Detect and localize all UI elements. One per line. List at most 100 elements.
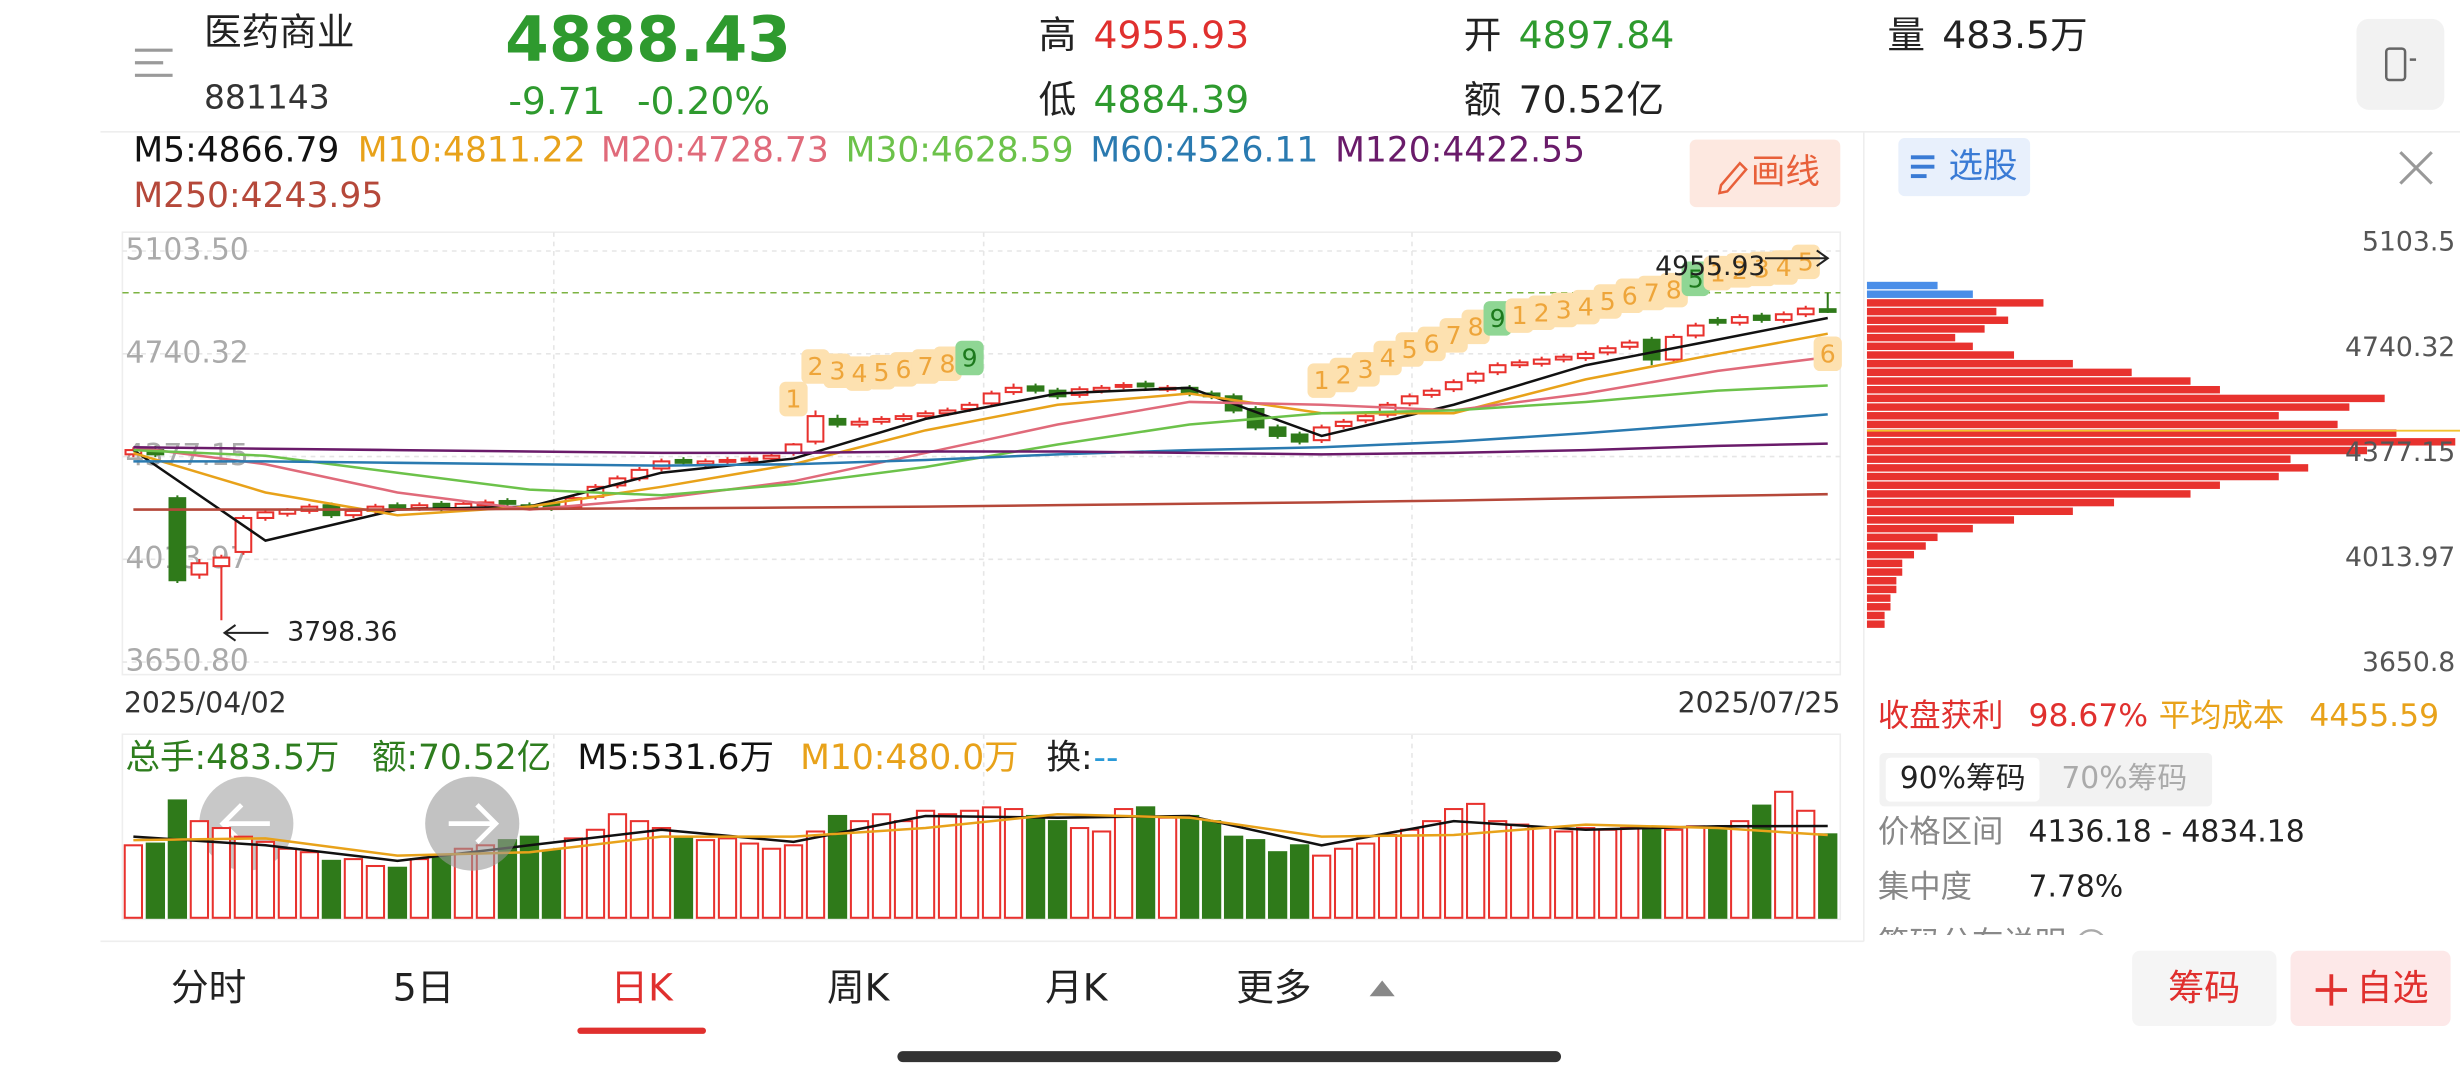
chip-tab[interactable]: 90%筹码 bbox=[1885, 757, 2040, 802]
sequence-label: 5 bbox=[874, 358, 890, 387]
candle-body bbox=[1466, 372, 1485, 382]
volume-bar bbox=[387, 866, 408, 919]
candle-body bbox=[1422, 389, 1441, 396]
sequence-badge bbox=[1681, 261, 1710, 297]
draw-line-button[interactable]: 画线 bbox=[1689, 139, 1841, 208]
stat-label: 高 bbox=[1039, 13, 1077, 57]
candle-body bbox=[960, 403, 979, 411]
period-tab[interactable]: 周K bbox=[827, 965, 891, 1009]
chips-button[interactable]: 筹码 bbox=[2132, 950, 2277, 1027]
sequence-badge bbox=[1461, 309, 1490, 345]
low-price-label: 3798.36 bbox=[287, 616, 397, 647]
volume-bar bbox=[1333, 847, 1354, 919]
info-value: 98.67% bbox=[2029, 698, 2149, 734]
candle-body bbox=[696, 460, 715, 466]
sequence-badge bbox=[911, 349, 940, 384]
chip-bar bbox=[1866, 281, 1938, 290]
stock-code: 881143 bbox=[204, 77, 330, 116]
volume-bar bbox=[255, 840, 276, 919]
candle-body bbox=[1136, 382, 1155, 388]
volume-legend: 额:70.52亿 bbox=[372, 738, 551, 778]
y-tick-label: 3650.8 bbox=[2362, 647, 2455, 678]
stat-value: 70.52亿 bbox=[1519, 77, 1664, 121]
stat-value: 483.5万 bbox=[1942, 13, 2087, 57]
moving-average-line bbox=[133, 413, 1828, 467]
sequence-label: 9 bbox=[962, 344, 978, 373]
volume-average-line bbox=[133, 812, 1828, 857]
chip-tab[interactable]: 70%筹码 bbox=[2061, 761, 2187, 796]
stat-label: 低 bbox=[1039, 77, 1077, 121]
volume-bar bbox=[585, 828, 606, 919]
candle-body bbox=[894, 415, 913, 420]
device-button[interactable] bbox=[2356, 18, 2445, 110]
moving-average-line bbox=[133, 355, 1828, 511]
volume-average-line bbox=[133, 814, 1828, 863]
period-tab[interactable]: 日K bbox=[611, 965, 675, 1009]
sequence-badge bbox=[1527, 295, 1556, 331]
candle-body bbox=[1290, 433, 1309, 443]
volume-bar bbox=[1003, 808, 1024, 919]
sequence-label: 4 bbox=[1578, 293, 1594, 322]
sequence-badge bbox=[1571, 289, 1600, 325]
candle-body bbox=[1796, 307, 1815, 316]
x-tick-label: 2025/07/25 bbox=[1678, 686, 1841, 719]
candle-body bbox=[828, 417, 847, 426]
moving-average-line bbox=[133, 442, 1828, 456]
chip-bar bbox=[1866, 472, 2279, 481]
volume-bar bbox=[167, 799, 188, 919]
button-bg bbox=[2132, 950, 2277, 1027]
home-indicator bbox=[897, 1051, 1562, 1063]
menu-icon[interactable] bbox=[134, 48, 173, 77]
moving-average-line bbox=[133, 384, 1828, 497]
chip-bar bbox=[1866, 368, 2132, 377]
button-label: 选股 bbox=[1949, 146, 2018, 186]
tab-bg bbox=[1885, 757, 2040, 802]
stat-label: 开 bbox=[1464, 13, 1502, 57]
more-caret[interactable] bbox=[1369, 980, 1395, 997]
volume-bar bbox=[365, 864, 386, 919]
volume-bar bbox=[1576, 827, 1596, 919]
help-icon bbox=[2079, 929, 2104, 936]
info-value: 4136.18 - 4834.18 bbox=[2029, 815, 2305, 850]
volume-bar bbox=[1532, 827, 1552, 919]
chip-bar bbox=[1866, 429, 2397, 437]
chip-bar bbox=[1866, 455, 2291, 463]
volume-bar bbox=[1069, 827, 1090, 919]
add-watchlist-button[interactable]: 自选 bbox=[2290, 950, 2451, 1027]
sequence-badge bbox=[1329, 357, 1358, 393]
sequence-badge bbox=[1593, 284, 1622, 319]
volume-bar bbox=[409, 858, 430, 919]
volume-bar bbox=[1201, 820, 1222, 919]
stat-value: 4955.93 bbox=[1094, 13, 1250, 57]
sequence-badge bbox=[1725, 253, 1754, 288]
sequence-label: 1 bbox=[1710, 259, 1726, 288]
stock-picker-button[interactable]: 选股 bbox=[1898, 138, 2031, 197]
info-label: 价格区间 bbox=[1878, 814, 2003, 850]
sequence-label: 6 bbox=[1424, 329, 1440, 358]
sequence-badge bbox=[823, 353, 852, 389]
chip-bar bbox=[1866, 481, 2220, 489]
period-tab[interactable]: 分时 bbox=[171, 965, 246, 1009]
close-button[interactable] bbox=[2399, 151, 2433, 185]
high-arrow bbox=[1764, 249, 1830, 267]
scroll-right-button[interactable] bbox=[425, 776, 520, 871]
period-tab[interactable]: 月K bbox=[1045, 965, 1109, 1009]
help-link[interactable]: 筹码分布说明 bbox=[1878, 925, 2066, 961]
period-tab[interactable]: 5日 bbox=[393, 965, 455, 1009]
volume-bar bbox=[1157, 816, 1178, 919]
candle-body bbox=[1488, 364, 1507, 374]
low-arrow bbox=[222, 624, 269, 642]
chip-bar bbox=[1866, 498, 2115, 507]
volume-bar bbox=[1025, 814, 1046, 919]
sequence-label: 9 bbox=[1490, 304, 1506, 333]
sequence-badge bbox=[1505, 298, 1534, 333]
chip-bar bbox=[1866, 438, 2456, 446]
sequence-label: 2 bbox=[1534, 298, 1550, 327]
period-tab[interactable]: 更多 bbox=[1236, 965, 1311, 1009]
stat-value: 4897.84 bbox=[1519, 13, 1675, 57]
volume-bar bbox=[1686, 825, 1706, 919]
volume-bar bbox=[805, 830, 826, 919]
stock-name: 医药商业 bbox=[204, 10, 355, 54]
sequence-badge bbox=[889, 352, 918, 387]
chip-bar bbox=[1866, 351, 2015, 359]
